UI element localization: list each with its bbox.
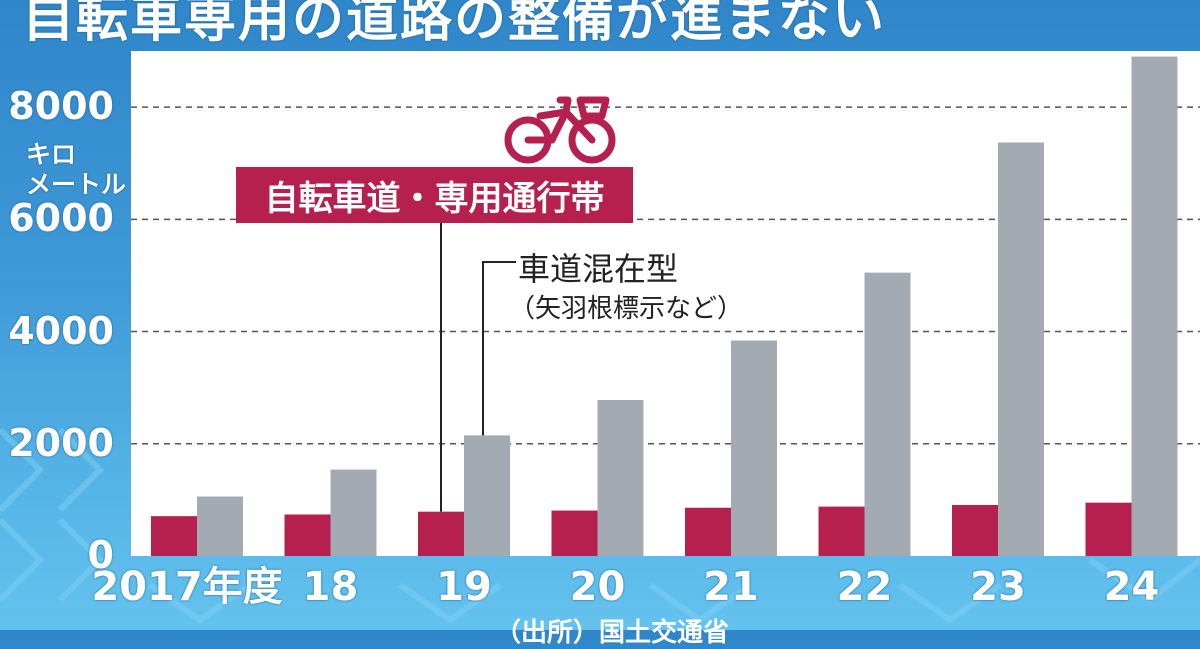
y-tick-label: 2000 <box>8 420 114 465</box>
bar-mixed <box>330 469 377 556</box>
bar-mixed <box>998 142 1044 556</box>
x-tick-label: 20 <box>569 564 626 610</box>
y-axis-unit-line-2: メートル <box>26 170 127 199</box>
x-tick-label: 21 <box>703 564 759 610</box>
source-note: （出所）国土交通省 <box>495 618 730 648</box>
plot-area <box>131 51 1200 556</box>
bar-dedicated <box>151 516 197 556</box>
bar-dedicated <box>818 506 865 556</box>
y-axis-unit-label: キロ メートル <box>26 140 126 200</box>
x-tick-label: 2017年度 <box>91 564 283 610</box>
bar-dedicated <box>952 504 998 556</box>
bar-dedicated <box>551 510 598 556</box>
bar-mixed <box>464 435 510 556</box>
bar-mixed <box>731 340 777 556</box>
y-tick-label: 0 <box>87 533 114 577</box>
y-tick-label: 4000 <box>8 308 114 353</box>
legend-leader-mixed <box>482 261 516 436</box>
bar-mixed <box>197 496 243 556</box>
legend-mixed-lane: 車道混在型 <box>518 250 679 288</box>
background-pattern <box>0 427 1200 624</box>
legend-dedicated-lane: 自転車道・専用通行帯 <box>236 167 633 223</box>
bar-chart <box>131 56 1200 556</box>
x-tick-label: 22 <box>836 564 893 610</box>
bar-dedicated <box>685 507 731 556</box>
x-tick-label: 23 <box>970 564 1026 610</box>
y-axis-unit-line-1: キロ <box>26 140 77 169</box>
legend-mixed-lane-note: （矢羽根標示など） <box>509 294 744 324</box>
chart-title: 自転車専用の道路の整備が進まない <box>22 0 887 49</box>
x-tick-label: 19 <box>436 564 492 610</box>
y-tick-label: 8000 <box>8 84 114 129</box>
bar-dedicated <box>418 511 464 556</box>
y-tick-label: 6000 <box>8 196 114 241</box>
x-tick-label: 24 <box>1103 564 1160 610</box>
bar-dedicated <box>284 514 331 556</box>
bar-mixed <box>864 272 911 556</box>
bar-mixed <box>1131 56 1178 556</box>
bar-dedicated <box>1085 502 1132 556</box>
bicycle-icon <box>504 96 616 164</box>
x-tick-label: 18 <box>302 564 359 610</box>
bar-mixed <box>597 400 644 556</box>
